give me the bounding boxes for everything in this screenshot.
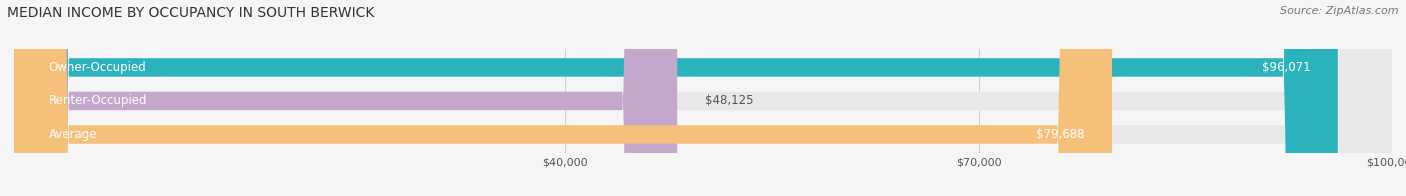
FancyBboxPatch shape xyxy=(14,0,678,196)
Text: Renter-Occupied: Renter-Occupied xyxy=(48,94,148,107)
Text: Source: ZipAtlas.com: Source: ZipAtlas.com xyxy=(1281,6,1399,16)
Text: Owner-Occupied: Owner-Occupied xyxy=(48,61,146,74)
FancyBboxPatch shape xyxy=(14,0,1112,196)
FancyBboxPatch shape xyxy=(14,0,1392,196)
FancyBboxPatch shape xyxy=(14,0,1337,196)
Text: $48,125: $48,125 xyxy=(704,94,754,107)
FancyBboxPatch shape xyxy=(14,0,1392,196)
FancyBboxPatch shape xyxy=(14,0,1392,196)
Text: $96,071: $96,071 xyxy=(1261,61,1310,74)
Text: MEDIAN INCOME BY OCCUPANCY IN SOUTH BERWICK: MEDIAN INCOME BY OCCUPANCY IN SOUTH BERW… xyxy=(7,6,374,20)
Text: $79,688: $79,688 xyxy=(1036,128,1084,141)
Text: Average: Average xyxy=(48,128,97,141)
